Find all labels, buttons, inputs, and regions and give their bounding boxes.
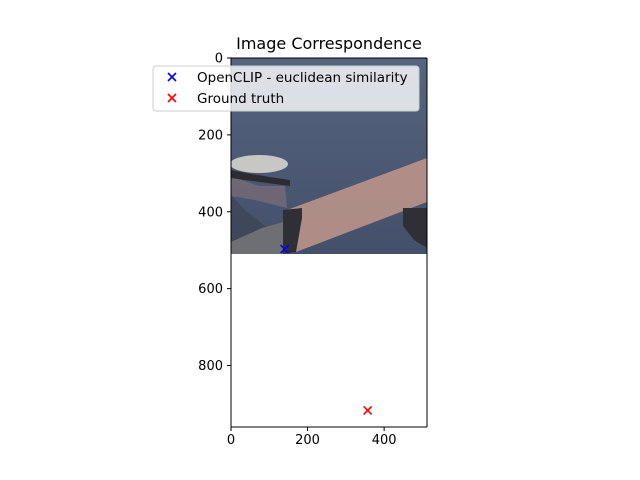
image-bright-patch [231, 155, 288, 173]
x-tick-label: 200 [295, 433, 320, 448]
x-tick-label: 400 [372, 433, 397, 448]
marker-stroke [363, 405, 373, 416]
marker-stroke [280, 244, 290, 254]
legend-entry: OpenCLIP - euclidean similarity [167, 70, 408, 86]
chart-title: Image Correspondence [236, 34, 422, 53]
y-tick-label: 600 [198, 282, 223, 297]
axes-spines [230, 57, 428, 428]
legend-marker [167, 93, 177, 103]
image-arm-upper-edge [231, 176, 287, 208]
y-axis: 0 200 400 600 800 [198, 52, 231, 374]
legend: OpenCLIP - euclidean similarity Ground tr… [152, 65, 420, 112]
legend-label: Ground truth [197, 91, 284, 107]
x-tick-label: 0 [227, 433, 235, 448]
prediction-point [280, 244, 290, 254]
image-dark-object-right [403, 208, 427, 248]
y-tick-label: 0 [215, 52, 223, 67]
legend-entry: Ground truth [167, 91, 284, 107]
image-gray-block [231, 222, 287, 254]
legend-items: OpenCLIP - euclidean similarity Ground tr… [167, 70, 408, 107]
y-tick-label: 200 [198, 128, 223, 143]
y-tick-label: 400 [198, 205, 223, 220]
ground-truth-point [363, 405, 373, 416]
x-axis: 0 200 400 [227, 427, 397, 448]
image-dark-curve [231, 170, 290, 186]
y-tick-label: 800 [198, 359, 223, 374]
legend-label: OpenCLIP - euclidean similarity [197, 70, 408, 86]
image-arm-region [285, 158, 427, 252]
scatter-marks [280, 244, 373, 416]
legend-marker [167, 72, 177, 82]
image-dark-object-left [283, 208, 302, 254]
legend-box [152, 65, 420, 112]
